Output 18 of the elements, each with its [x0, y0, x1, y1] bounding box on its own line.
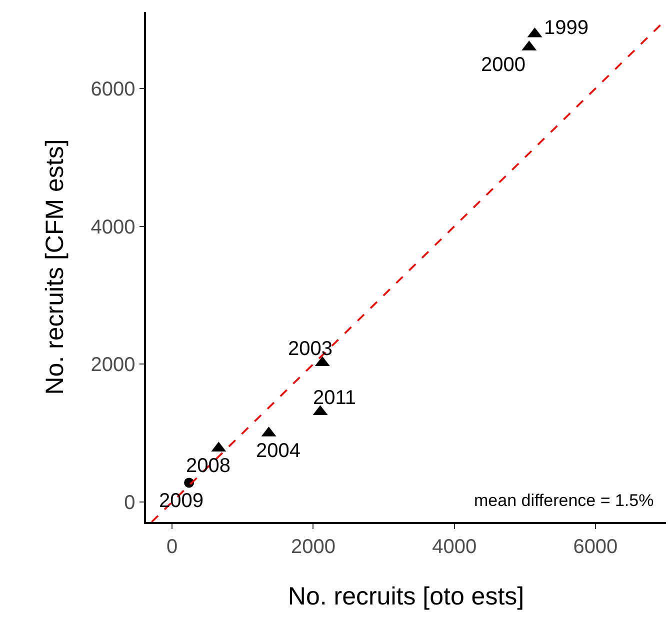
- y-axis-title: No. recruits [CFM ests]: [41, 139, 69, 395]
- x-axis-title: No. recruits [oto ests]: [288, 582, 524, 610]
- y-tick-label: 6000: [90, 78, 136, 100]
- y-tick-label: 4000: [90, 216, 136, 238]
- x-tick-label: 4000: [432, 536, 477, 558]
- x-tick-label: 0: [166, 536, 178, 558]
- y-tick-label: 0: [124, 492, 136, 514]
- x-tick-label: 2000: [290, 536, 336, 558]
- annotation: 2011: [313, 387, 356, 409]
- annotation: 2009: [159, 490, 204, 512]
- annotation: 2003: [288, 338, 332, 360]
- annotation: 2000: [481, 54, 526, 76]
- x-tick-label: 6000: [573, 536, 618, 558]
- annotation: 1999: [544, 17, 588, 39]
- annotation: 2008: [186, 455, 230, 477]
- y-tick-label: 2000: [90, 354, 136, 376]
- annotation: mean difference = 1.5%: [474, 491, 654, 510]
- annotation: 2004: [256, 440, 300, 462]
